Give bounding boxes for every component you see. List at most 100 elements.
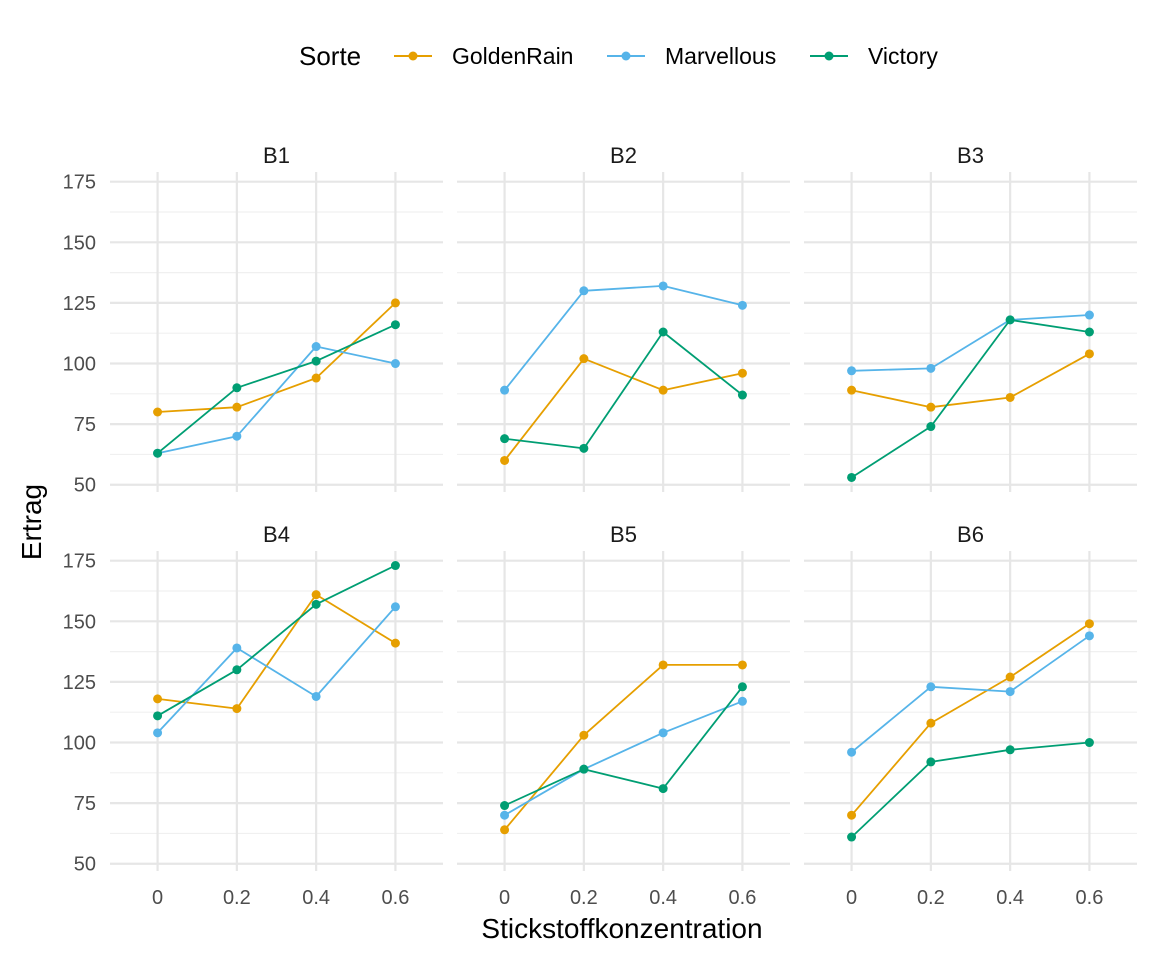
panel-b2: B2 <box>457 143 790 492</box>
y-tick-label: 125 <box>63 672 96 694</box>
x-tick-label: 0.4 <box>996 887 1024 909</box>
data-point-victory <box>311 599 321 609</box>
data-point-goldenrain <box>926 402 936 412</box>
data-point-marvellous <box>311 691 321 701</box>
panel-title: B3 <box>957 143 984 168</box>
data-point-goldenrain <box>153 694 163 704</box>
x-tick-label: 0.2 <box>917 887 945 909</box>
data-point-goldenrain <box>1084 349 1094 359</box>
y-tick-label: 125 <box>63 293 96 315</box>
data-point-marvellous <box>847 747 857 757</box>
panel-title: B4 <box>263 522 290 547</box>
data-point-goldenrain <box>1005 672 1015 682</box>
y-tick-label: 100 <box>63 354 96 376</box>
gridlines <box>457 172 790 492</box>
legend-title: Sorte <box>299 41 361 71</box>
data-point-marvellous <box>500 810 510 820</box>
data-point-marvellous <box>658 281 668 291</box>
panel-b4: B4 50 75 100 125 150 175 0 0.2 0.4 0.6 <box>63 522 443 909</box>
x-tick-label: 0 <box>499 887 510 909</box>
panel-title: B1 <box>263 143 290 168</box>
series-line-victory <box>504 331 743 450</box>
x-tick-label: 0.6 <box>729 887 757 909</box>
data-point-victory <box>232 383 242 393</box>
series-line-goldenrain <box>157 302 397 413</box>
legend-label-marvellous: Marvellous <box>665 43 776 69</box>
data-point-goldenrain <box>737 368 747 378</box>
data-point-marvellous <box>500 385 510 395</box>
x-tick-label: 0.4 <box>302 887 330 909</box>
x-tick-label: 0.2 <box>570 887 598 909</box>
data-point-marvellous <box>390 602 400 612</box>
x-axis-title: Stickstoffkonzentration <box>481 913 762 944</box>
x-tick-label: 0 <box>846 887 857 909</box>
data-point-goldenrain <box>311 373 321 383</box>
panel-b3: B3 <box>804 143 1137 492</box>
series-line-marvellous <box>851 635 1090 753</box>
data-point-victory <box>1084 738 1094 748</box>
data-point-victory <box>737 682 747 692</box>
series-line-victory <box>850 741 1090 838</box>
y-tick-label: 100 <box>63 733 96 755</box>
data-point-marvellous <box>579 286 589 296</box>
data-point-marvellous <box>1005 687 1015 697</box>
data-point-marvellous <box>926 682 936 692</box>
gridlines <box>110 172 443 492</box>
y-tick-label: 175 <box>63 551 96 573</box>
legend: Sorte GoldenRain Marvellous Victory <box>299 41 938 71</box>
series-line-marvellous <box>157 345 396 455</box>
panel-b6: B6 0 0.2 0.4 0.6 <box>804 522 1137 909</box>
data-point-goldenrain <box>390 298 400 308</box>
data-point-marvellous <box>737 300 747 310</box>
data-point-victory <box>847 472 857 482</box>
data-point-goldenrain <box>737 660 747 670</box>
data-point-goldenrain <box>1005 392 1015 402</box>
data-point-goldenrain <box>579 354 589 364</box>
panel-title: B2 <box>610 143 637 168</box>
series-line-marvellous <box>503 285 743 391</box>
data-point-marvellous <box>1084 631 1094 641</box>
y-tick-label: 75 <box>74 414 96 436</box>
data-point-goldenrain <box>153 407 163 417</box>
data-point-goldenrain <box>390 638 400 648</box>
y-axis-title: Ertrag <box>16 484 47 560</box>
data-point-marvellous <box>153 728 163 738</box>
x-tick-label: 0.6 <box>1076 887 1104 909</box>
legend-key-point-victory <box>824 51 834 61</box>
series-line-goldenrain <box>851 353 1090 409</box>
legend-key-point-goldenrain <box>408 51 418 61</box>
series-line-victory <box>851 318 1090 479</box>
data-point-goldenrain <box>232 704 242 714</box>
series-line-goldenrain <box>157 593 396 710</box>
data-point-marvellous <box>232 431 242 441</box>
data-point-victory <box>1084 327 1094 337</box>
gridlines <box>804 551 1137 871</box>
series-line-goldenrain <box>850 622 1090 816</box>
data-point-marvellous <box>311 342 321 352</box>
data-point-marvellous <box>232 643 242 653</box>
data-point-goldenrain <box>847 385 857 395</box>
data-point-goldenrain <box>579 730 589 740</box>
panels: B1 50 75 100 125 150 175 B2 B3 B4 50 75 100 125 150 175… <box>63 143 1137 909</box>
gridlines <box>110 551 443 871</box>
series-line-marvellous <box>504 700 743 816</box>
data-point-goldenrain <box>658 385 668 395</box>
x-tick-label: 0.4 <box>649 887 677 909</box>
data-point-victory <box>500 434 510 444</box>
data-point-marvellous <box>737 696 747 706</box>
legend-label-victory: Victory <box>868 43 938 69</box>
data-point-goldenrain <box>1084 619 1094 629</box>
legend-key-point-marvellous <box>621 51 631 61</box>
data-point-victory <box>311 356 321 366</box>
data-point-victory <box>579 764 589 774</box>
data-point-goldenrain <box>500 455 510 465</box>
data-point-marvellous <box>926 363 936 373</box>
panel-b1: B1 50 75 100 125 150 175 <box>63 143 443 497</box>
series-line-goldenrain <box>503 357 743 462</box>
data-point-victory <box>847 832 857 842</box>
y-tick-label: 175 <box>63 172 96 194</box>
data-point-goldenrain <box>847 810 857 820</box>
x-tick-label: 0.2 <box>223 887 251 909</box>
data-point-goldenrain <box>311 590 321 600</box>
